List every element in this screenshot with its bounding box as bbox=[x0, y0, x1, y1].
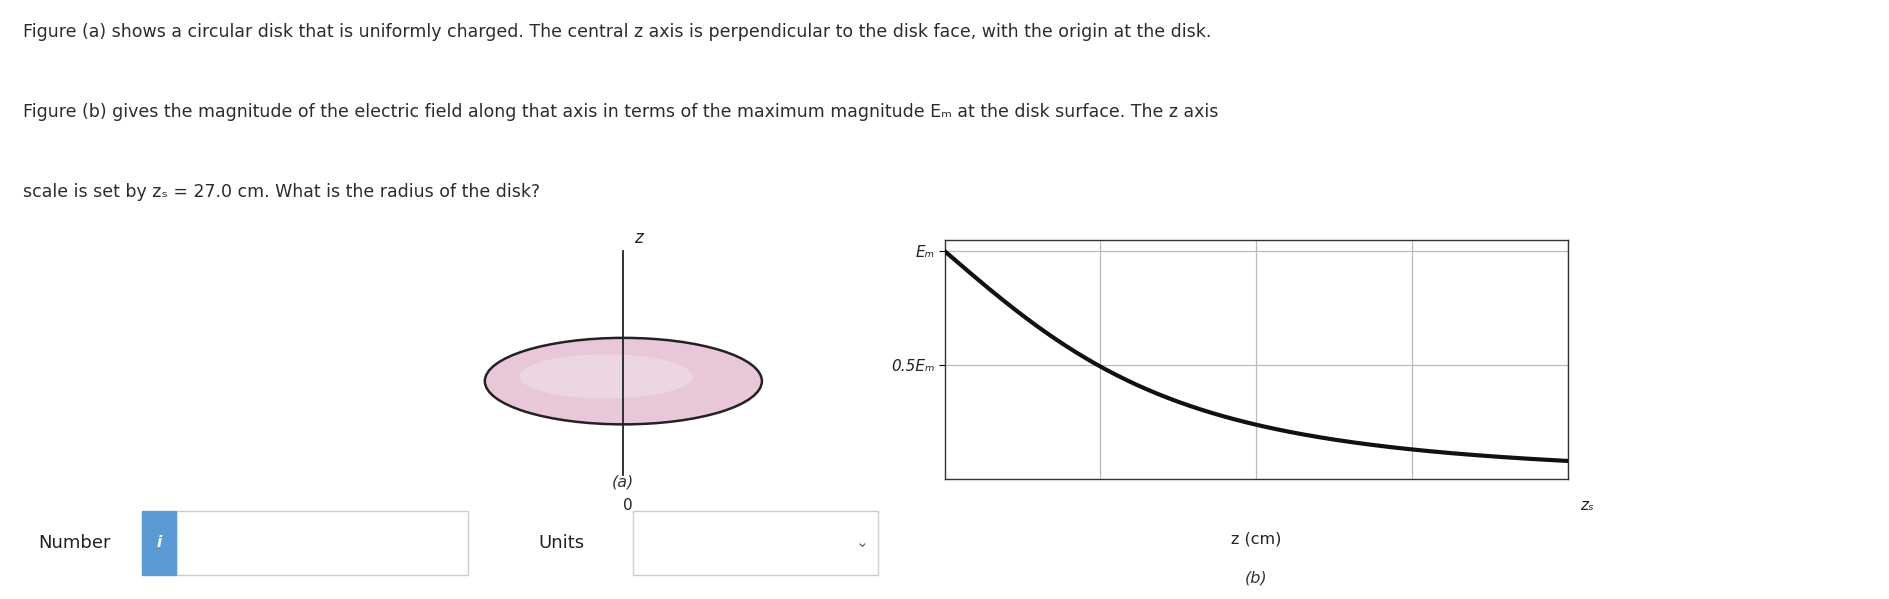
FancyBboxPatch shape bbox=[142, 510, 176, 575]
Text: Figure (a) shows a circular disk that is uniformly charged. The central z axis i: Figure (a) shows a circular disk that is… bbox=[23, 23, 1211, 41]
Text: (b): (b) bbox=[1245, 570, 1268, 585]
FancyBboxPatch shape bbox=[633, 510, 878, 575]
Text: zₛ: zₛ bbox=[1581, 498, 1594, 513]
FancyBboxPatch shape bbox=[176, 510, 468, 575]
Text: Number: Number bbox=[38, 534, 110, 552]
Text: z: z bbox=[635, 229, 642, 247]
Ellipse shape bbox=[485, 338, 761, 424]
Text: scale is set by zₛ = 27.0 cm. What is the radius of the disk?: scale is set by zₛ = 27.0 cm. What is th… bbox=[23, 183, 540, 201]
Ellipse shape bbox=[519, 355, 693, 398]
Text: 0: 0 bbox=[623, 498, 633, 513]
Text: ⌄: ⌄ bbox=[856, 536, 869, 550]
Text: Units: Units bbox=[538, 534, 584, 552]
Text: z (cm): z (cm) bbox=[1232, 532, 1281, 547]
Text: Figure (b) gives the magnitude of the electric field along that axis in terms of: Figure (b) gives the magnitude of the el… bbox=[23, 103, 1218, 121]
Text: (a): (a) bbox=[612, 474, 635, 489]
Text: i: i bbox=[157, 536, 161, 550]
